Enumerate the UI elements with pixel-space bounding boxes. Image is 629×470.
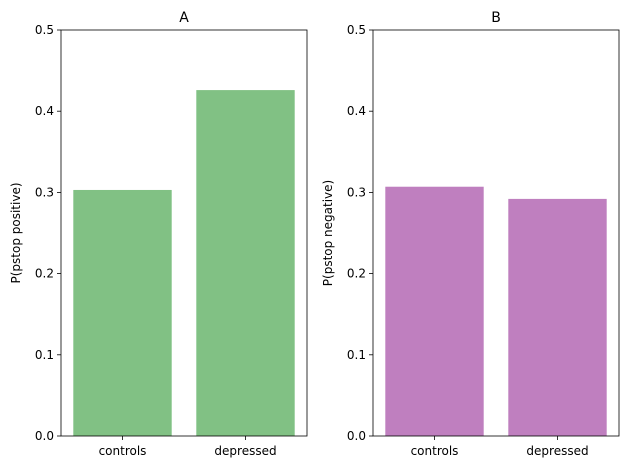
x-tick-label: controls — [99, 444, 147, 458]
chart-panel-b: controls depressed 0.0 0.1 0.2 0.3 0.4 0.5 B P(ps… — [321, 10, 619, 458]
y-tick-label: 0.1 — [35, 348, 54, 362]
chart-title: A — [179, 10, 189, 26]
y-tick-label: 0.5 — [35, 23, 54, 37]
x-tick-label: depressed — [526, 444, 588, 458]
y-axis-label: P(pstop negative) — [321, 180, 335, 286]
y-tick-label: 0.2 — [347, 267, 366, 281]
x-tick-label: depressed — [214, 444, 276, 458]
bar-depressed — [196, 90, 294, 436]
chart-title: B — [491, 10, 501, 26]
y-tick-label: 0.1 — [347, 348, 366, 362]
y-tick-label: 0.4 — [347, 104, 366, 118]
bar-controls — [73, 190, 171, 436]
y-tick-label: 0.5 — [347, 23, 366, 37]
y-axis-label: P(pstop positive) — [9, 182, 23, 283]
y-tick-label: 0.3 — [35, 185, 54, 199]
chart-panel-a: controls depressed 0.0 0.1 0.2 0.3 0.4 0.5 A P(ps… — [9, 10, 307, 458]
bar-controls — [385, 187, 483, 436]
y-tick-label: 0.2 — [35, 267, 54, 281]
y-tick-label: 0.0 — [35, 429, 54, 443]
y-tick-label: 0.3 — [347, 185, 366, 199]
x-tick-label: controls — [411, 444, 459, 458]
y-tick-label: 0.0 — [347, 429, 366, 443]
bar-depressed — [508, 199, 606, 436]
y-tick-label: 0.4 — [35, 104, 54, 118]
